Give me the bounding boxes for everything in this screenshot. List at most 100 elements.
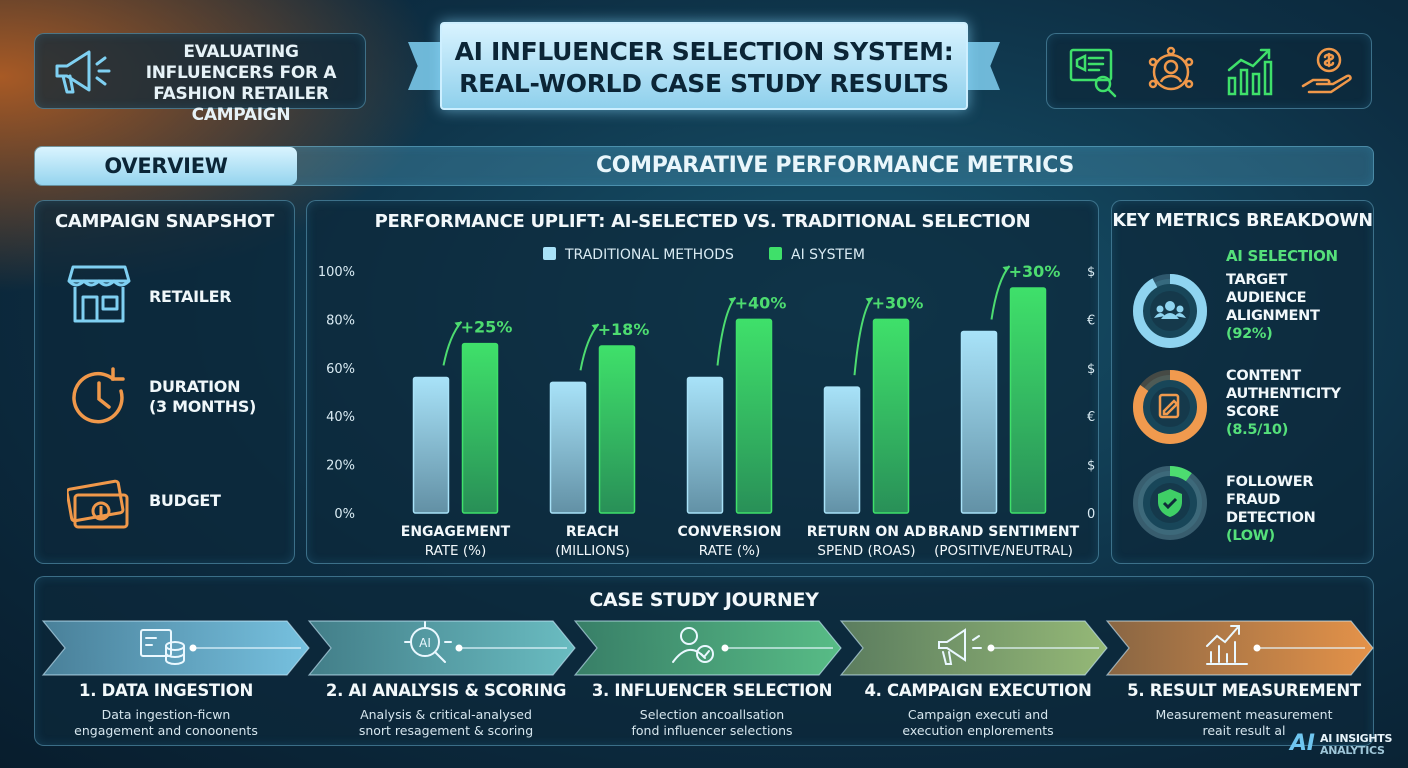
metric-authenticity-line1: CONTENT [1226, 368, 1301, 384]
metric-fraud-detection: FOLLOWER FRAUD DETECTION (Low) [1130, 463, 1370, 549]
header-icons-panel [1046, 33, 1372, 109]
y-tick-label: 20% [326, 459, 355, 474]
bar-ai-1 [598, 345, 636, 514]
journey-step-desc-result-measurement: reait result al [1202, 723, 1286, 738]
budget-label: BUDGET [149, 491, 221, 510]
money-icon [67, 479, 129, 529]
journey-step-desc-ai-analysis: snort resagement & scoring [358, 723, 534, 738]
key-metrics-subtitle: AI SELECTION [1226, 247, 1338, 265]
metric-audience-line2: ALIGNMENT [1226, 308, 1320, 324]
legend-label-1: AI SYSTEM [791, 247, 865, 263]
uplift-arrow-3 [853, 296, 874, 376]
case-study-journey-panel: CASE STUDY JOURNEY AI 1. DATA INGESTION D… [34, 576, 1374, 746]
ai-brain-icon: AI [404, 621, 452, 663]
tab-overview[interactable]: OVERVIEW [35, 147, 297, 185]
right-tick-label: $ [1087, 362, 1095, 377]
metric-authenticity-value: (8.5/10) [1226, 422, 1289, 438]
metric-audience-value: (92%) [1226, 326, 1273, 342]
metric-fraud-text: FOLLOWER FRAUD DETECTION (Low) [1226, 473, 1370, 545]
metric-audience-text: TARGET AUDIENCE ALIGNMENT (92%) [1226, 271, 1370, 343]
svg-text:AI: AI [419, 636, 431, 650]
campaign-snapshot-panel: CAMPAIGN SNAPSHOT RETAILER DURATION (3 M… [34, 200, 295, 564]
uplift-arrowhead-0 [454, 321, 462, 328]
journey-step-desc-campaign-execution: Campaign executi and [907, 707, 1049, 722]
journey-step-desc-data-ingestion: Data ingestion-ficwn [101, 707, 231, 722]
uplift-arrowhead-2 [728, 297, 736, 304]
bar-chart: TRADITIONAL METHODS AI SYSTEM 0% 0 20% $40% €6… [318, 247, 1095, 559]
bar-growth-icon [1206, 625, 1248, 665]
category-label-line2: SPEND (ROAS) [817, 543, 915, 559]
uplift-arrowhead-3 [865, 297, 873, 304]
bar-ai-4 [1009, 287, 1047, 514]
category-label-line2: (MILLIONS) [555, 543, 629, 559]
journey-step-desc-result-measurement: Measurement measurement [1155, 707, 1333, 722]
section-bar: OVERVIEW COMPARATIVE PERFORMANCE METRICS [34, 146, 1374, 186]
journey-dot [455, 644, 463, 652]
metric-audience-alignment: TARGET AUDIENCE ALIGNMENT (92%) [1130, 271, 1370, 357]
brand-mark: AI [1290, 731, 1315, 756]
bar-ai-2 [735, 318, 773, 514]
campaign-header-panel: EVALUATING INFLUENCERS FOR A FASHION RET… [34, 33, 366, 125]
snapshot-item-retailer: RETAILER [35, 255, 294, 335]
main-title-line2: REAL-WORLD CASE STUDY RESULTS [459, 69, 949, 98]
category-label-line2: RATE (%) [699, 543, 760, 559]
ring-progress [1133, 466, 1207, 540]
legend-label-0: TRADITIONAL METHODS [564, 247, 734, 263]
metric-fraud-line1: FOLLOWER FRAUD [1226, 474, 1314, 508]
audience-ring [1133, 274, 1207, 348]
uplift-label-0: +25% [461, 318, 513, 337]
journey-step-desc-influencer-selection: fond influencer selections [631, 723, 793, 738]
uplift-arrow-1 [579, 323, 600, 371]
ring-progress [1133, 370, 1207, 444]
right-tick-label: 0 [1087, 507, 1095, 522]
uplift-arrow-4 [990, 265, 1011, 320]
category-label-line1: CONVERSION [678, 524, 782, 540]
database-icon [140, 629, 185, 665]
money-hand-icon [1301, 47, 1352, 94]
clock-icon [72, 367, 125, 424]
journey-step-arrow-ai-analysis [307, 620, 576, 676]
duration-label: DURATION [149, 377, 241, 396]
journey-step-arrow-influencer-selection [573, 620, 842, 676]
y-tick-label: 0% [334, 507, 355, 522]
main-title-line1: AI INFLUENCER SELECTION SYSTEM: [454, 37, 954, 66]
journey-step-label-data-ingestion: 1. DATA INGESTION [79, 681, 253, 700]
performance-chart-panel: PERFORMANCE UPLIFT: AI-SELECTED VS. TRAD… [306, 200, 1099, 564]
metric-authenticity-text: CONTENT AUTHENTICITY SCORE (8.5/10) [1226, 367, 1341, 439]
legend-swatch-1 [769, 247, 782, 260]
journey-step-desc-influencer-selection: Selection ancoallsation [639, 707, 785, 722]
key-metrics-title: KEY METRICS BREAKDOWN [1112, 211, 1373, 231]
brand-name-line2: ANALYTICS [1320, 744, 1385, 757]
journey-dot [1253, 644, 1261, 652]
presentation-search-icon [1069, 48, 1117, 98]
uplift-arrowhead-1 [591, 324, 599, 331]
legend-swatch-0 [543, 247, 556, 260]
journey-step-label-ai-analysis: 2. AI ANALYSIS & SCORING [325, 681, 567, 700]
y-tick-label: 80% [326, 313, 355, 328]
journey-dot [189, 644, 197, 652]
document-edit-icon [1158, 393, 1180, 419]
journey-step-label-result-measurement: 5. RESULT MEASUREMENT [1127, 681, 1361, 700]
journey-step-label-campaign-execution: 4. CAMPAIGN EXECUTION [864, 681, 1092, 700]
right-tick-label: $ [1087, 265, 1095, 280]
growth-chart-icon [1227, 48, 1273, 96]
journey-step-arrow-data-ingestion [41, 620, 310, 676]
journey-step-label-influencer-selection: 3. INFLUENCER SELECTION [591, 681, 833, 700]
metric-fraud-line2: DETECTION [1226, 510, 1316, 526]
y-tick-label: 40% [326, 410, 355, 425]
main-title-banner: AI INFLUENCER SELECTION SYSTEM: REAL-WOR… [440, 22, 968, 110]
metric-audience-line1: TARGET AUDIENCE [1226, 272, 1307, 306]
snapshot-item-budget: BUDGET [35, 471, 294, 551]
uplift-label-1: +18% [598, 320, 650, 339]
storefront-icon [67, 265, 131, 323]
campaign-title: EVALUATING INFLUENCERS FOR A FASHION RET… [145, 42, 337, 125]
category-label-line1: RETURN ON AD [807, 524, 927, 540]
metric-content-authenticity: CONTENT AUTHENTICITY SCORE (8.5/10) [1130, 367, 1370, 453]
snapshot-title: CAMPAIGN SNAPSHOT [55, 211, 274, 232]
duration-sub: (3 MONTHS) [149, 397, 257, 416]
bar-ai-3 [872, 318, 910, 514]
category-label-line1: BRAND SENTIMENT [928, 524, 1080, 540]
right-tick-label: € [1087, 313, 1095, 328]
fraud-ring [1133, 466, 1207, 540]
right-tick-label: $ [1087, 459, 1095, 474]
